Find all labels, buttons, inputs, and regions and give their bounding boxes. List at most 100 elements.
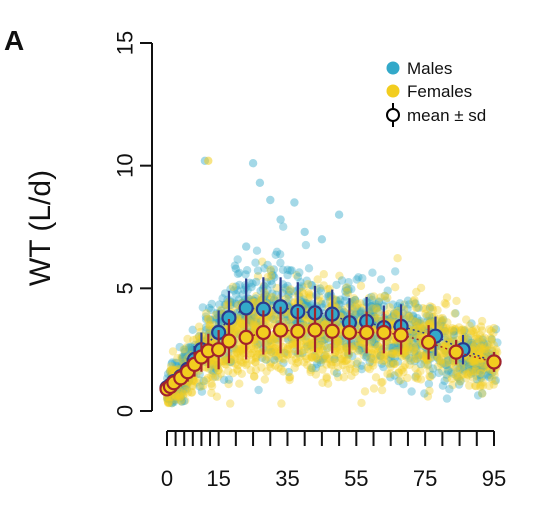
data-point bbox=[214, 366, 223, 375]
data-point bbox=[405, 353, 414, 363]
data-point bbox=[218, 294, 227, 303]
data-point bbox=[220, 300, 229, 309]
data-point bbox=[252, 292, 261, 301]
data-point bbox=[403, 353, 412, 362]
data-point bbox=[204, 328, 213, 338]
data-point bbox=[322, 350, 331, 359]
data-point bbox=[385, 314, 395, 323]
data-point bbox=[285, 373, 294, 382]
data-point bbox=[458, 364, 467, 373]
data-point bbox=[421, 309, 430, 318]
data-point bbox=[188, 381, 198, 391]
data-point bbox=[434, 320, 444, 329]
data-point bbox=[350, 296, 360, 305]
data-point bbox=[447, 374, 456, 383]
data-point bbox=[332, 337, 342, 346]
data-point bbox=[263, 314, 272, 324]
data-point bbox=[466, 357, 476, 366]
data-point bbox=[215, 300, 224, 309]
data-point bbox=[207, 388, 216, 398]
data-point bbox=[438, 366, 447, 376]
data-point bbox=[389, 359, 398, 368]
data-point bbox=[303, 345, 313, 354]
data-point bbox=[246, 317, 255, 327]
data-point bbox=[336, 295, 345, 304]
data-point bbox=[477, 374, 486, 383]
data-point bbox=[237, 319, 246, 329]
data-point bbox=[448, 380, 457, 390]
data-point bbox=[236, 353, 245, 362]
data-point bbox=[319, 281, 328, 290]
data-point bbox=[408, 346, 417, 356]
data-point bbox=[478, 362, 487, 371]
data-point bbox=[452, 373, 462, 382]
data-point bbox=[377, 385, 387, 395]
data-point bbox=[166, 367, 175, 376]
data-point bbox=[445, 338, 454, 348]
data-point bbox=[338, 354, 347, 363]
data-point bbox=[262, 367, 271, 376]
data-point bbox=[298, 297, 308, 307]
data-point bbox=[362, 351, 372, 361]
data-point bbox=[411, 322, 421, 331]
data-point bbox=[330, 352, 339, 361]
data-point bbox=[342, 343, 351, 352]
data-point bbox=[273, 335, 282, 344]
data-point bbox=[478, 381, 488, 390]
data-point bbox=[425, 304, 434, 313]
data-point bbox=[467, 338, 476, 347]
data-point bbox=[368, 268, 377, 277]
data-point bbox=[323, 292, 332, 301]
data-point bbox=[167, 359, 176, 368]
data-point bbox=[180, 386, 190, 396]
data-point bbox=[478, 334, 487, 343]
data-point bbox=[233, 348, 242, 358]
data-point bbox=[455, 364, 464, 374]
data-point-outlier bbox=[276, 215, 285, 224]
data-point bbox=[403, 346, 412, 355]
data-point bbox=[312, 360, 322, 369]
data-point bbox=[219, 357, 228, 366]
data-point bbox=[478, 335, 487, 344]
data-point bbox=[438, 316, 447, 325]
data-point bbox=[275, 355, 284, 365]
mean-marker bbox=[211, 342, 227, 358]
data-point bbox=[281, 313, 290, 322]
data-point bbox=[485, 381, 494, 391]
data-point bbox=[285, 372, 295, 382]
data-point bbox=[389, 313, 399, 323]
data-point bbox=[390, 308, 399, 318]
data-point bbox=[392, 346, 401, 356]
data-point bbox=[164, 398, 173, 407]
data-point bbox=[199, 376, 208, 386]
data-point bbox=[323, 285, 333, 294]
mean-marker bbox=[255, 324, 271, 341]
data-point bbox=[411, 320, 420, 330]
data-point bbox=[208, 373, 218, 382]
data-point bbox=[331, 348, 340, 357]
data-point bbox=[413, 318, 422, 328]
data-point bbox=[279, 358, 288, 368]
data-point bbox=[176, 393, 185, 402]
data-point bbox=[263, 352, 272, 362]
data-point bbox=[224, 379, 233, 389]
data-point bbox=[202, 309, 211, 318]
data-point bbox=[466, 359, 475, 368]
data-point bbox=[175, 342, 184, 352]
data-point bbox=[347, 371, 356, 380]
data-point bbox=[471, 356, 480, 365]
data-point bbox=[314, 347, 324, 356]
data-point bbox=[242, 266, 252, 275]
data-point bbox=[440, 376, 449, 386]
data-point bbox=[343, 355, 352, 364]
data-point bbox=[425, 311, 434, 320]
data-point bbox=[286, 266, 295, 275]
data-point bbox=[408, 315, 417, 324]
data-point bbox=[175, 390, 184, 400]
data-point bbox=[423, 361, 432, 370]
data-point bbox=[486, 333, 495, 343]
data-point bbox=[257, 363, 266, 372]
data-point bbox=[302, 354, 311, 363]
data-point bbox=[389, 346, 399, 356]
data-point bbox=[249, 320, 258, 329]
